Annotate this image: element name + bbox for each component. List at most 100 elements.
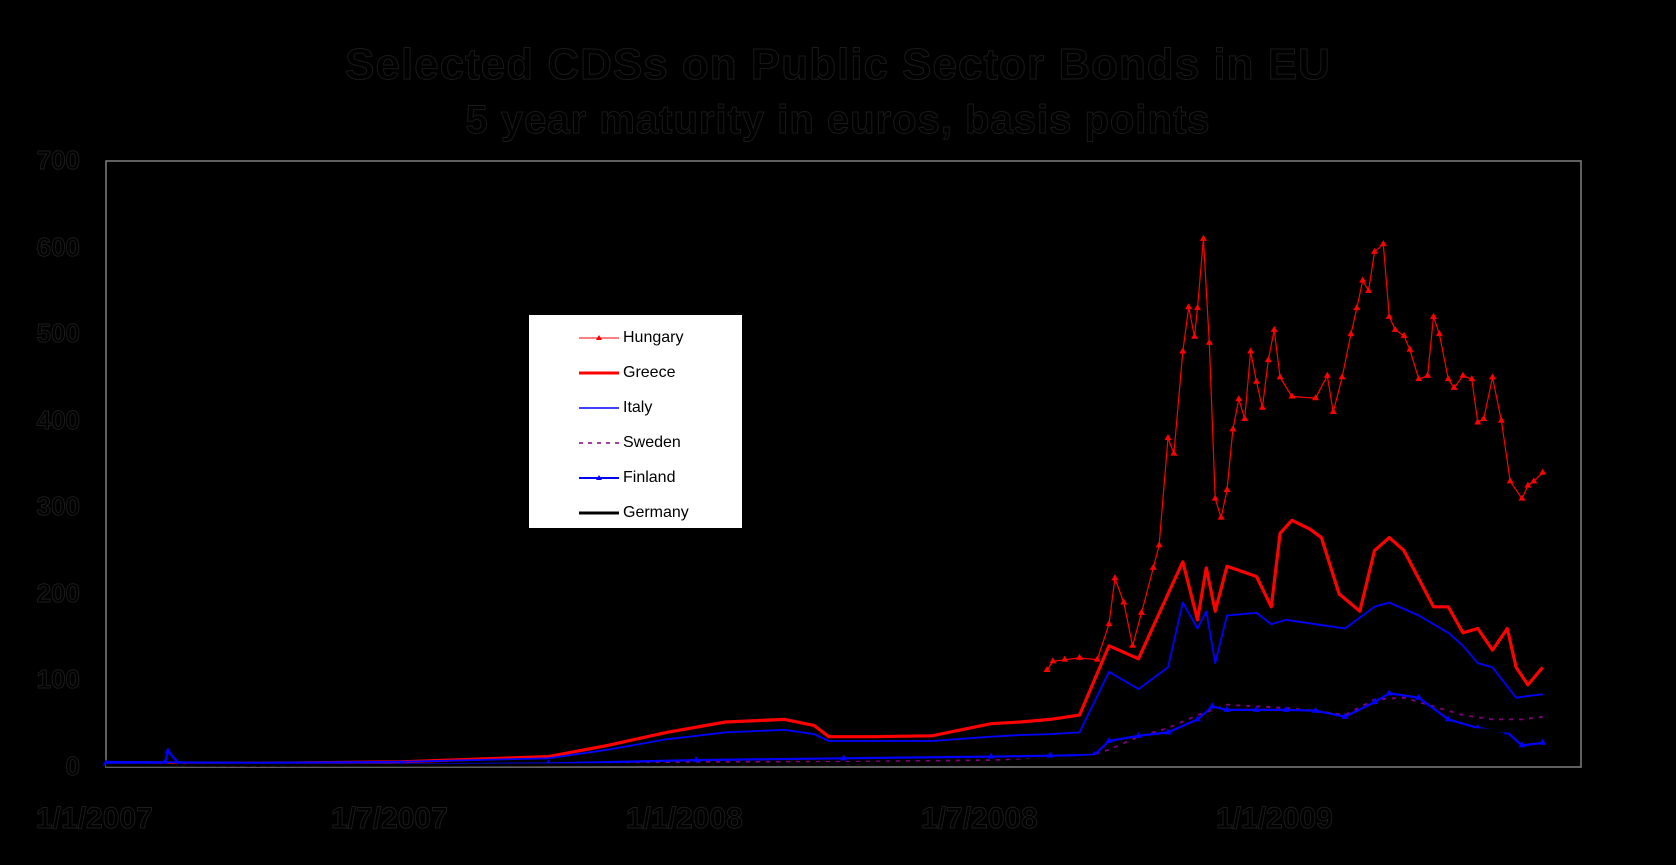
triangle-marker-icon [1282, 705, 1290, 712]
legend-swatch-germany-icon [579, 511, 619, 515]
triangle-marker-icon [1365, 286, 1373, 293]
legend-item-hungary: Hungary [579, 327, 683, 349]
legend-item-germany: Germany [579, 502, 689, 524]
triangle-marker-icon [1191, 332, 1199, 339]
y-tick-label: 700 [36, 145, 80, 176]
triangle-marker-icon [1061, 655, 1069, 662]
triangle-marker-icon [1400, 331, 1408, 338]
triangle-marker-icon [1435, 330, 1443, 337]
triangle-marker-icon [1480, 414, 1488, 421]
x-tick-label: 1/1/2007 [36, 802, 154, 836]
triangle-marker-icon [1371, 247, 1378, 254]
triangle-marker-icon [1539, 468, 1547, 475]
x-tick-label: 1/1/2009 [1216, 802, 1334, 836]
triangle-marker-icon [1415, 693, 1423, 700]
chart-subtitle: 5 year maturity in euros, basis points [465, 98, 1211, 143]
legend-item-sweden: Sweden [579, 432, 681, 454]
triangle-marker-icon [1253, 705, 1260, 712]
triangle-marker-icon [1530, 477, 1538, 484]
y-tick-label: 200 [36, 577, 80, 608]
triangle-marker-icon [164, 747, 172, 754]
triangle-marker-icon [1468, 375, 1476, 382]
triangle-marker-icon [1135, 731, 1142, 738]
triangle-marker-icon [1524, 481, 1532, 488]
triangle-marker-icon [1247, 347, 1255, 354]
legend-swatch-hungary-icon [579, 335, 619, 340]
triangle-marker-icon [1179, 347, 1187, 354]
triangle-marker-icon [1211, 494, 1219, 501]
triangle-marker-icon [1415, 375, 1423, 382]
x-tick-label: 1/7/2007 [331, 802, 449, 836]
series-hungary [1046, 238, 1544, 671]
triangle-marker-icon [1518, 494, 1526, 501]
triangle-marker-icon [1371, 698, 1378, 705]
x-tick-label: 1/1/2008 [626, 802, 744, 836]
triangle-marker-icon [1459, 371, 1467, 378]
triangle-marker-icon [1229, 425, 1237, 432]
triangle-marker-icon [1424, 371, 1432, 378]
y-tick-label: 300 [36, 491, 80, 522]
triangle-marker-icon [1129, 641, 1137, 648]
triangle-marker-icon [1076, 653, 1083, 660]
triangle-marker-icon [1111, 574, 1119, 581]
triangle-marker-icon [1312, 706, 1319, 713]
triangle-marker-icon [1164, 728, 1172, 735]
triangle-marker-icon [1497, 416, 1505, 423]
triangle-marker-icon [1217, 513, 1225, 520]
triangle-marker-icon [1235, 395, 1243, 402]
legend-item-greece: Greece [579, 362, 675, 384]
legend-label: Finland [623, 469, 676, 486]
legend-label: Hungary [623, 329, 684, 346]
triangle-marker-icon [1185, 303, 1193, 310]
series-germany [106, 726, 1543, 767]
series-finland [105, 692, 1543, 766]
triangle-marker-icon [1539, 738, 1547, 745]
series-layer [102, 234, 1547, 767]
legend-item-finland: Finland [579, 467, 675, 489]
triangle-marker-icon [692, 756, 700, 763]
triangle-marker-icon [1359, 276, 1367, 283]
triangle-marker-icon [1506, 477, 1514, 484]
y-tick-label: 600 [36, 231, 80, 262]
y-tick-label: 100 [36, 664, 80, 695]
triangle-marker-icon [1264, 356, 1272, 363]
triangle-marker-icon [1489, 373, 1496, 380]
y-tick-label: 400 [36, 404, 80, 435]
legend-swatch-sweden-icon [579, 442, 619, 444]
x-tick-label: 1/7/2008 [921, 802, 1039, 836]
triangle-marker-icon [1353, 304, 1361, 311]
series-greece [105, 518, 1544, 766]
triangle-marker-icon [1155, 541, 1163, 548]
triangle-marker-icon [1170, 449, 1178, 456]
triangle-marker-icon [161, 758, 169, 765]
triangle-marker-icon [1223, 485, 1231, 492]
legend-item-italy: Italy [579, 397, 652, 419]
triangle-marker-icon [1194, 304, 1201, 311]
triangle-marker-icon [1474, 418, 1482, 425]
triangle-marker-icon [1253, 377, 1260, 384]
y-tick-label: 500 [36, 318, 80, 349]
triangle-marker-icon [1341, 712, 1349, 719]
triangle-marker-icon [1385, 689, 1393, 696]
triangle-marker-icon [1205, 338, 1213, 345]
triangle-marker-icon [1164, 434, 1172, 441]
legend-label: Italy [623, 399, 653, 416]
legend-label: Germany [623, 504, 689, 521]
triangle-marker-icon [1430, 312, 1437, 319]
triangle-marker-icon [1049, 657, 1057, 664]
y-tick-label: 0 [65, 751, 80, 782]
triangle-marker-icon [1312, 394, 1319, 401]
triangle-marker-icon [1105, 737, 1113, 744]
triangle-marker-icon [1046, 751, 1054, 758]
triangle-marker-icon [1288, 392, 1296, 399]
triangle-marker-icon [1444, 715, 1452, 722]
triangle-marker-icon [1323, 371, 1331, 378]
legend-swatch-italy-icon [579, 407, 619, 409]
triangle-marker-icon [1258, 403, 1266, 410]
triangle-marker-icon [1241, 414, 1249, 421]
triangle-marker-icon [1093, 655, 1101, 662]
triangle-marker-icon [1518, 741, 1526, 748]
triangle-marker-icon [1276, 373, 1284, 380]
triangle-marker-icon [1450, 383, 1458, 390]
